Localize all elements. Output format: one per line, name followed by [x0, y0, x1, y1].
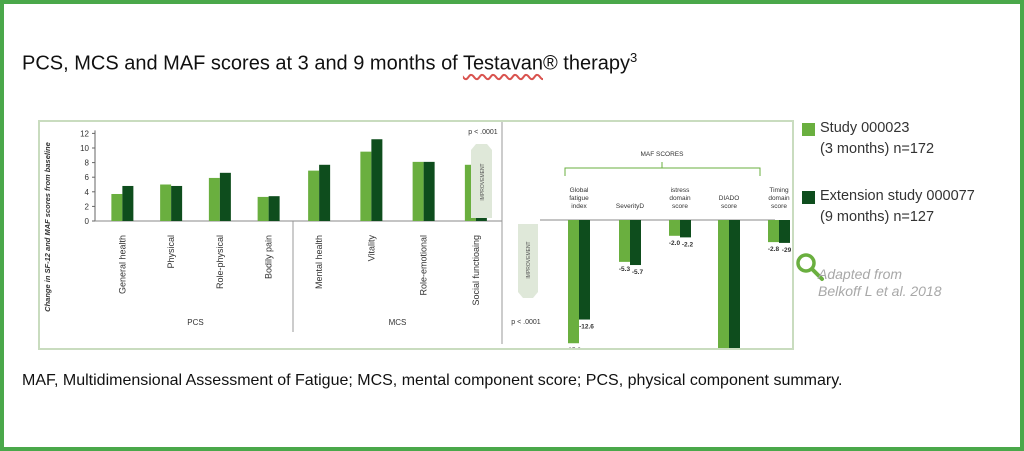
maf-category-label: domain: [768, 195, 790, 202]
p-value-label: p < .0001: [468, 129, 497, 136]
bar-study: [464, 164, 476, 221]
legend-item-study: Study 000023 (3 months) n=172: [802, 120, 1017, 166]
maf-bar-study: [718, 220, 729, 348]
title-reg: ®: [543, 52, 558, 75]
x-tick-label: Bodily pain: [264, 235, 274, 279]
title-suffix: therapy: [557, 52, 631, 75]
maf-category-label: domain: [669, 195, 691, 202]
maf-value-label: -12.6: [579, 324, 594, 331]
legend-sublabel: (9 months) n=127: [820, 209, 935, 225]
maf-category-label: istress: [671, 187, 691, 194]
maf-category-label: score: [721, 203, 737, 210]
title-brand: Testavan: [462, 52, 543, 75]
x-tick-label: Social functioaing: [471, 235, 481, 306]
maf-title: MAF SCORES: [641, 151, 685, 158]
maf-value-label: -5.3: [619, 266, 631, 273]
maf-value-label: -2.2: [682, 241, 694, 248]
x-tick-label: Role-emotional: [419, 235, 429, 296]
maf-bar-study: [669, 220, 680, 236]
maf-category-label: Global: [570, 187, 589, 194]
legend-label: Study 000023: [820, 120, 910, 136]
title-sup: 3: [630, 50, 638, 65]
chart-panel: 0 2 4 6 8 10 12 Change in SF-12 and MAF scores …: [38, 120, 824, 350]
legend-sublabel: (3 months) n=172: [820, 141, 935, 157]
bar-study: [160, 184, 172, 221]
maf-category-label: index: [571, 203, 587, 210]
bar-chart: 0 2 4 6 8 10 12 Change in SF-12 and MAF scores …: [43, 122, 792, 348]
maf-value-label: -2.0: [669, 240, 681, 247]
x-tick-label: Physical: [166, 235, 176, 269]
maf-category-label: DIADO: [719, 195, 740, 202]
legend-swatch: [802, 191, 815, 204]
maf-bar-extension: [680, 220, 691, 238]
bar-extension: [122, 185, 134, 221]
maf-category-label: Timing: [769, 187, 789, 194]
slide-title: PCS, MCS and MAF scores at 3 and 9 month…: [22, 50, 637, 76]
maf-value-label: -15.6: [566, 347, 581, 348]
bar-study: [208, 177, 220, 221]
maf-value-label: -2.8: [768, 246, 780, 253]
legend-swatch: [802, 123, 815, 136]
improvement-label: IMPROVEMENT: [480, 163, 486, 200]
x-tick-label: Mental health: [314, 235, 324, 289]
x-tick-label: Vitality: [366, 235, 376, 262]
source-line-1: Adapted from: [818, 266, 903, 282]
maf-bar-extension: [779, 220, 790, 243]
maf-category-label: score: [672, 203, 688, 210]
bar-study: [360, 151, 372, 221]
y-tick-label: 12: [80, 129, 89, 138]
legend: Study 000023 (3 months) n=172 Extension …: [802, 120, 1017, 246]
search-icon: [796, 253, 824, 281]
legend-item-extension: Extension study 000077 (9 months) n=127: [802, 188, 1017, 234]
y-tick-label: 8: [85, 159, 90, 168]
title-prefix: PCS, MCS and MAF scores at 3 and 9 month…: [22, 52, 463, 75]
bar-extension: [268, 196, 280, 221]
y-tick-label: 0: [85, 217, 90, 226]
maf-bracket: [564, 162, 761, 176]
improvement-label: IMPROVEMENT: [526, 241, 532, 278]
maf-bar-study: [768, 220, 779, 243]
improvement-arrow-down: [518, 224, 538, 298]
bar-extension: [171, 185, 183, 221]
group-label: PCS: [187, 318, 203, 327]
maf-value-label: -5.7: [632, 269, 644, 276]
maf-bar-study: [619, 220, 630, 262]
bar-study: [257, 196, 269, 221]
source-note: Adapted from Belkoff L et al. 2018: [818, 266, 942, 300]
legend-label: Extension study 000077: [820, 188, 975, 204]
footnote: MAF, Multidimensional Assessment of Fati…: [22, 372, 843, 389]
bar-extension: [371, 139, 383, 221]
y-tick-label: 2: [85, 202, 90, 211]
maf-bar-study: [568, 220, 579, 344]
p-value-label: p < .0001: [511, 319, 540, 326]
bar-study: [111, 193, 123, 221]
maf-bar-extension: [729, 220, 740, 348]
maf-category-label: SeverityD: [616, 203, 644, 210]
y-tick-label: 4: [85, 188, 90, 197]
improvement-arrow-up: [471, 144, 492, 218]
x-tick-label: General health: [117, 235, 127, 294]
bar-study: [308, 170, 320, 221]
bar-extension: [319, 164, 331, 221]
maf-bar-extension: [579, 220, 590, 320]
y-tick-label: 10: [80, 144, 89, 153]
maf-category-label: score: [771, 203, 787, 210]
maf-value-label: -29: [782, 247, 792, 254]
x-tick-label: Role-physical: [215, 235, 225, 289]
bar-study: [412, 161, 424, 221]
bar-extension: [219, 172, 231, 221]
bar-extension: [423, 161, 435, 221]
y-tick-label: 6: [85, 173, 90, 182]
source-line-2: Belkoff L et al. 2018: [818, 283, 942, 299]
maf-category-label: fatigue: [569, 195, 589, 202]
maf-bar-extension: [630, 220, 641, 266]
group-label: MCS: [389, 318, 407, 327]
y-axis-label: Change in SF-12 and MAF scores from base…: [43, 142, 52, 312]
